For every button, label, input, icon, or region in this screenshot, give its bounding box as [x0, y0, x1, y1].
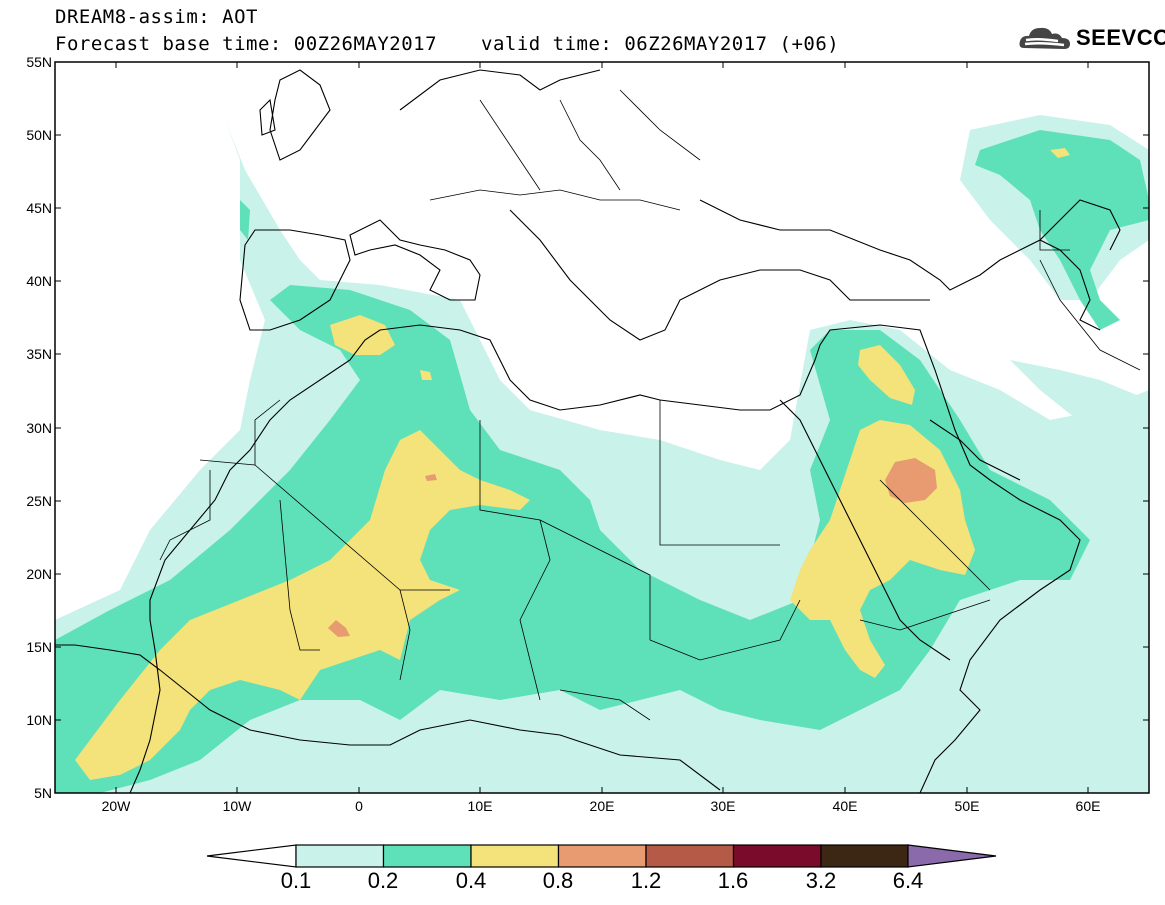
- lon-label: 20W: [101, 798, 131, 814]
- valid-time: valid time: 06Z26MAY2017 (+06): [481, 33, 840, 55]
- lat-label: 55N: [26, 54, 52, 70]
- country-borders: [159, 89, 1141, 721]
- colorbar-label: 1.6: [717, 868, 749, 893]
- colorbar-label: 1.2: [630, 868, 662, 893]
- aot-map: [54, 61, 1150, 794]
- lat-label: 50N: [26, 127, 52, 143]
- colorbar-label: 3.2: [805, 868, 837, 893]
- aot-band-0.8: [328, 458, 937, 637]
- lon-label: 20E: [589, 798, 615, 814]
- brand-name: SEEVCCC: [1076, 25, 1165, 50]
- brand-logo: SEEVCCC: [1018, 24, 1165, 52]
- forecast-time-line: Forecast base time: 00Z26MAY2017 valid ti…: [55, 33, 839, 55]
- lat-label: 10N: [26, 712, 52, 728]
- lat-label: 45N: [26, 200, 52, 216]
- coastlines: [55, 69, 1121, 793]
- lat-label: 5N: [34, 785, 52, 801]
- lon-label: 0: [355, 798, 363, 814]
- colorbar-label: 0.8: [542, 868, 574, 893]
- lat-label: 30N: [26, 420, 52, 436]
- lat-label: 20N: [26, 566, 52, 582]
- lon-label: 10W: [222, 798, 252, 814]
- colorbar-label: 0.4: [455, 868, 487, 893]
- lat-label: 35N: [26, 346, 52, 362]
- colorbar-label: 0.1: [280, 868, 312, 893]
- base-time: Forecast base time: 00Z26MAY2017: [55, 33, 438, 55]
- lon-label: 60E: [1075, 798, 1101, 814]
- lat-label: 25N: [26, 493, 52, 509]
- map-frame: [54, 61, 1150, 794]
- cloud-logo-icon: [1019, 27, 1070, 49]
- lon-label: 50E: [954, 798, 980, 814]
- lon-label: 30E: [710, 798, 736, 814]
- lon-label: 10E: [467, 798, 493, 814]
- colorbar-label: 0.2: [367, 868, 399, 893]
- lat-label: 15N: [26, 639, 52, 655]
- colorbar-label: 6.4: [892, 868, 924, 893]
- map-title: DREAM8-assim: AOT: [55, 6, 258, 28]
- lat-label: 40N: [26, 273, 52, 289]
- aot-field: [55, 62, 1149, 793]
- lon-label: 40E: [832, 798, 858, 814]
